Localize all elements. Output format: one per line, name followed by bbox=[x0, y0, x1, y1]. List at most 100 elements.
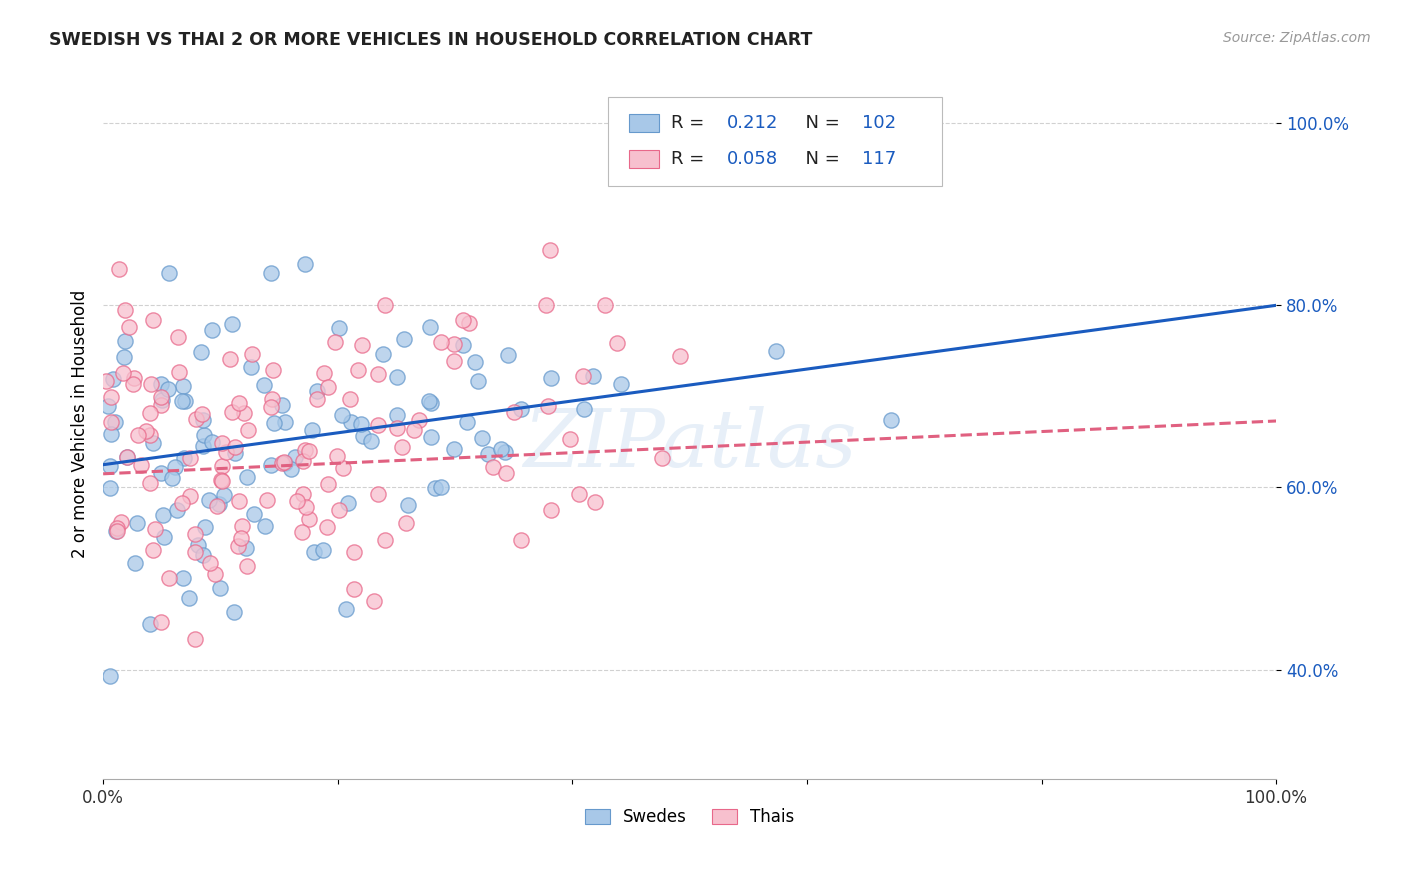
Point bbox=[122, 377, 145, 392]
Point bbox=[211, 436, 233, 450]
Point bbox=[291, 453, 314, 467]
Point bbox=[595, 297, 617, 311]
Point bbox=[347, 363, 370, 377]
Point bbox=[342, 582, 364, 597]
Point bbox=[765, 343, 787, 358]
Point bbox=[191, 407, 214, 421]
Point bbox=[350, 338, 373, 352]
Point bbox=[496, 348, 519, 362]
Point bbox=[115, 450, 138, 465]
Point bbox=[105, 524, 128, 538]
Point bbox=[284, 450, 307, 465]
Point bbox=[385, 369, 408, 384]
Point bbox=[224, 440, 246, 454]
Point bbox=[392, 332, 415, 346]
Point bbox=[295, 500, 318, 514]
Point bbox=[340, 415, 363, 429]
Text: 117: 117 bbox=[862, 150, 896, 168]
Point bbox=[233, 407, 256, 421]
Point bbox=[114, 302, 136, 317]
Point bbox=[157, 571, 180, 585]
Point bbox=[391, 440, 413, 454]
Point bbox=[443, 336, 465, 351]
Point bbox=[224, 446, 246, 460]
Text: 0.212: 0.212 bbox=[727, 114, 779, 132]
Point bbox=[332, 461, 354, 475]
Point bbox=[228, 494, 250, 508]
Point bbox=[464, 355, 486, 369]
Point bbox=[194, 520, 217, 534]
Point bbox=[253, 519, 276, 533]
Point bbox=[396, 498, 419, 512]
FancyBboxPatch shape bbox=[628, 114, 659, 132]
Point bbox=[307, 384, 329, 398]
Point bbox=[568, 487, 591, 501]
Point bbox=[142, 542, 165, 557]
Point bbox=[110, 515, 132, 529]
Point bbox=[184, 527, 207, 541]
Point bbox=[118, 319, 141, 334]
Point bbox=[226, 540, 249, 554]
Point bbox=[494, 445, 516, 459]
Point bbox=[290, 524, 312, 539]
Point bbox=[166, 503, 188, 517]
Point bbox=[101, 372, 124, 386]
Point bbox=[112, 350, 135, 364]
Text: ZIPatlas: ZIPatlas bbox=[523, 406, 856, 483]
Point bbox=[583, 495, 606, 509]
Point bbox=[200, 435, 222, 450]
Point bbox=[325, 449, 347, 463]
Point bbox=[316, 477, 339, 491]
Point bbox=[477, 448, 499, 462]
Point bbox=[270, 456, 292, 470]
Point bbox=[98, 669, 121, 683]
Point bbox=[418, 394, 440, 409]
Point bbox=[260, 458, 283, 472]
Point bbox=[453, 338, 475, 352]
Point bbox=[236, 470, 259, 484]
Point bbox=[201, 323, 224, 337]
Point bbox=[184, 412, 207, 426]
Point bbox=[538, 244, 561, 258]
Point bbox=[651, 451, 673, 466]
Point bbox=[211, 458, 233, 473]
Point bbox=[419, 395, 441, 409]
Point bbox=[880, 412, 903, 426]
Point bbox=[339, 392, 361, 406]
Point bbox=[429, 480, 451, 494]
Point bbox=[315, 520, 337, 534]
Point bbox=[302, 545, 325, 559]
Point bbox=[335, 601, 357, 615]
Point bbox=[301, 423, 323, 437]
Point bbox=[482, 459, 505, 474]
Point bbox=[298, 443, 321, 458]
Point bbox=[328, 321, 350, 335]
Point bbox=[240, 347, 263, 361]
Point bbox=[363, 594, 385, 608]
Point bbox=[149, 466, 172, 480]
Point bbox=[124, 371, 146, 385]
Point bbox=[292, 487, 315, 501]
Point bbox=[107, 524, 129, 538]
Point bbox=[104, 416, 127, 430]
Point bbox=[467, 374, 489, 388]
Point bbox=[231, 531, 253, 545]
Point bbox=[374, 298, 396, 312]
Point bbox=[273, 455, 295, 469]
Point bbox=[139, 617, 162, 632]
Point bbox=[129, 458, 152, 472]
Point bbox=[100, 390, 122, 404]
Point bbox=[419, 319, 441, 334]
Point bbox=[167, 365, 190, 379]
FancyBboxPatch shape bbox=[607, 97, 942, 186]
Point bbox=[238, 423, 260, 437]
Point bbox=[274, 456, 297, 470]
Point bbox=[540, 370, 562, 384]
Point bbox=[367, 367, 389, 381]
Point bbox=[193, 427, 215, 442]
Point bbox=[323, 334, 346, 349]
Point bbox=[489, 442, 512, 457]
Point bbox=[343, 545, 366, 559]
Point bbox=[274, 415, 297, 429]
Point bbox=[408, 413, 430, 427]
